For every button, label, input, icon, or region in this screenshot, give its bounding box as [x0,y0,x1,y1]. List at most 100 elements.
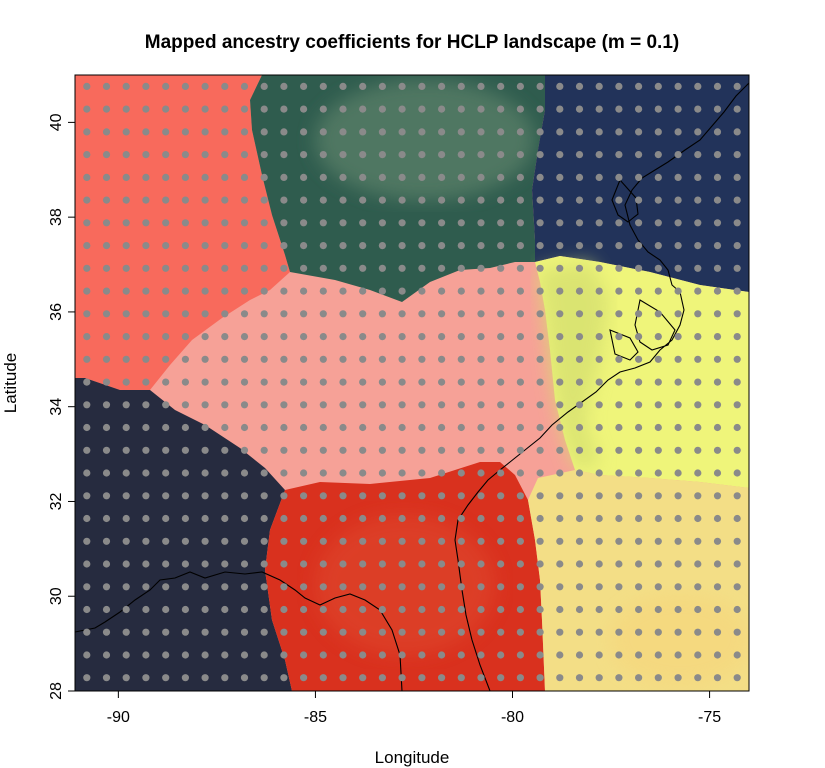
sample-point [497,514,505,523]
sample-point [438,242,446,250]
sample-point [378,82,386,90]
sample-point [339,537,347,545]
sample-point [615,537,623,545]
sample-points [83,82,741,682]
sample-point [575,128,584,136]
sample-point [260,264,268,272]
sample-point [142,333,150,341]
sample-point [733,196,741,204]
sample-point [654,242,662,250]
sample-point [162,355,170,363]
y-axis: 28 30 32 34 36 38 40 [48,113,76,700]
sample-point [654,560,662,568]
sample-point [319,605,327,614]
sample-point [359,333,367,341]
sample-point [497,355,505,363]
sample-point [457,355,465,363]
sample-point [536,492,544,500]
sample-point [457,287,465,295]
sample-point [418,446,426,454]
sample-point [536,310,544,318]
sample-point [595,310,603,318]
sample-point [595,264,603,272]
sample-point [477,514,485,523]
sample-point [240,264,249,272]
sample-point [556,446,564,454]
sample-point [497,674,505,682]
sample-point [260,514,268,523]
sample-point [516,651,525,659]
sample-point [497,287,505,295]
sample-point [615,105,623,113]
sample-point [122,333,130,341]
sample-point [102,264,111,272]
sample-point [694,287,702,295]
sample-point [142,674,150,682]
sample-point [398,651,406,659]
sample-point [733,105,741,113]
sample-point [438,423,446,432]
sample-point [300,446,308,454]
sample-point [457,628,465,636]
sample-point [142,537,150,545]
sample-point [359,355,367,363]
sample-point [162,514,170,523]
sample-point [516,401,525,409]
sample-point [477,605,485,614]
sample-point [674,537,682,545]
sample-point [142,651,150,659]
sample-point [398,423,406,432]
sample-point [240,674,249,682]
sample-point [142,151,150,159]
sample-point [378,469,386,477]
sample-point [595,651,603,659]
sample-point [457,446,465,454]
sample-point [260,401,268,409]
sample-point [536,378,544,386]
sample-point [654,401,662,409]
sample-point [674,310,682,318]
sample-point [457,492,465,500]
sample-point [201,446,209,454]
sample-point [221,446,229,454]
sample-point [339,105,347,113]
sample-point [694,492,702,500]
sample-point [181,469,189,477]
sample-point [201,583,209,591]
sample-point [733,514,741,523]
sample-point [615,514,623,523]
sample-point [102,423,111,432]
sample-point [378,173,386,181]
sample-point [359,128,367,136]
sample-point [260,242,268,250]
sample-point [201,333,209,341]
sample-point [635,333,643,341]
sample-point [438,537,446,545]
sample-point [102,128,111,136]
sample-point [221,651,229,659]
sample-point [615,469,623,477]
sample-point [181,628,189,636]
region-cluster-K6 [75,378,292,691]
sample-point [497,583,505,591]
sample-point [556,560,564,568]
sample-point [398,628,406,636]
sample-point [694,310,702,318]
sample-point [556,514,564,523]
sample-point [378,287,386,295]
sample-point [280,605,288,614]
sample-point [438,219,446,227]
sample-point [359,446,367,454]
sample-point [438,446,446,454]
sample-point [83,151,91,159]
sample-point [221,151,229,159]
sample-point [181,423,189,432]
sample-point [497,196,505,204]
sample-point [240,651,249,659]
sample-point [654,674,662,682]
sample-point [615,264,623,272]
sample-point [221,514,229,523]
sample-point [398,242,406,250]
sample-point [674,583,682,591]
sample-point [359,583,367,591]
